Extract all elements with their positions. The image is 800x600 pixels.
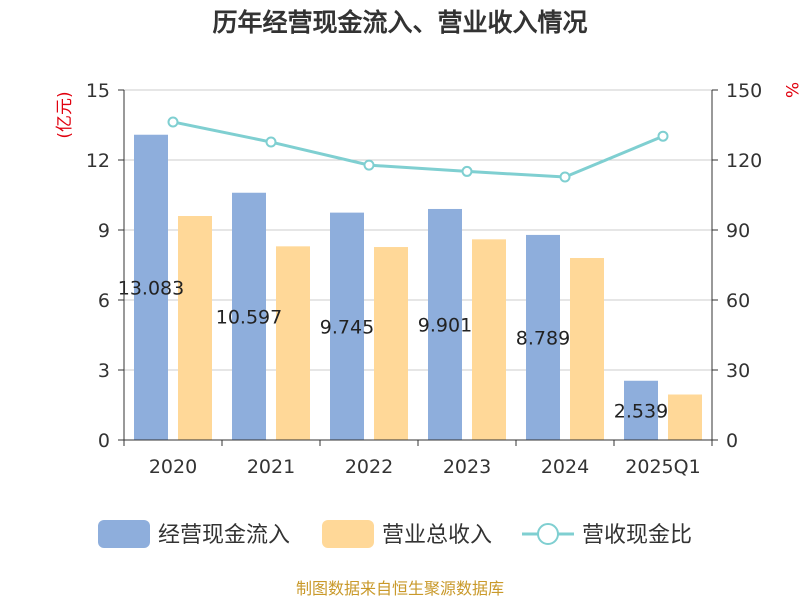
data-label-cash-inflow: 9.901 <box>418 314 472 336</box>
data-label-cash-inflow: 8.789 <box>516 327 570 349</box>
right-tick-label: 60 <box>726 290 750 312</box>
right-tick-label: 0 <box>726 430 738 452</box>
bar-total-revenue <box>472 239 506 440</box>
bar-total-revenue <box>570 258 604 440</box>
ratio-point <box>657 130 669 142</box>
legend-swatch-cash-inflow <box>98 520 150 548</box>
bar-operating-cash-inflow <box>232 192 266 440</box>
bar-operating-cash-inflow <box>428 208 462 440</box>
bar-total-revenue <box>276 246 310 440</box>
legend-label-ratio: 营收现金比 <box>582 523 692 548</box>
ratio-point <box>461 165 473 177</box>
ratio-point <box>559 171 571 183</box>
right-tick-label: 90 <box>726 220 750 242</box>
grid-lines <box>124 89 712 371</box>
right-tick-label: 30 <box>726 360 750 382</box>
left-tick-label: 3 <box>98 360 110 382</box>
ratio-line <box>167 116 669 183</box>
right-tick-label: 150 <box>726 80 762 102</box>
ratio-point <box>363 159 375 171</box>
legend: 经营现金流入 营业总收入 营收现金比 <box>98 520 692 548</box>
right-tick-label: 120 <box>726 150 762 172</box>
chart-title: 历年经营现金流入、营业收入情况 <box>212 8 587 37</box>
source-note: 制图数据来自恒生聚源数据库 <box>296 579 504 598</box>
data-label-cash-inflow: 10.597 <box>216 306 282 328</box>
legend-label-cash-inflow: 经营现金流入 <box>158 523 290 548</box>
data-label-cash-inflow: 9.745 <box>320 316 374 338</box>
data-label-cash-inflow: 2.539 <box>614 400 668 422</box>
left-tick-label: 9 <box>98 220 110 242</box>
x-tick-label: 2025Q1 <box>625 456 700 478</box>
x-tick-label: 2024 <box>541 456 589 478</box>
x-tick-label: 2023 <box>443 456 491 478</box>
bar-operating-cash-inflow <box>134 134 168 441</box>
x-tick-label: 2020 <box>149 456 197 478</box>
left-tick-label: 12 <box>86 150 110 172</box>
ratio-point <box>265 136 277 148</box>
left-axis-unit: (亿元) <box>55 91 75 138</box>
x-tick-label: 2022 <box>345 456 393 478</box>
bars <box>134 134 702 441</box>
bar-total-revenue <box>374 247 408 440</box>
bar-total-revenue <box>178 216 212 440</box>
bar-total-revenue <box>668 394 702 440</box>
ratio-line-path <box>172 120 664 179</box>
bar-operating-cash-inflow <box>624 380 658 440</box>
bar-operating-cash-inflow <box>526 234 560 440</box>
bar-operating-cash-inflow <box>330 212 364 440</box>
legend-marker-ratio <box>537 523 559 545</box>
left-tick-label: 6 <box>98 290 110 312</box>
right-axis-unit: % <box>781 82 800 98</box>
data-labels: 13.083 10.597 9.745 9.901 8.789 2.539 <box>118 277 668 422</box>
legend-swatch-revenue <box>322 520 374 548</box>
data-label-cash-inflow: 13.083 <box>118 277 184 299</box>
ratio-point <box>167 116 179 128</box>
left-tick-label: 0 <box>98 430 110 452</box>
x-tick-label: 2021 <box>247 456 295 478</box>
left-tick-label: 15 <box>86 80 110 102</box>
legend-label-revenue: 营业总收入 <box>382 523 492 548</box>
